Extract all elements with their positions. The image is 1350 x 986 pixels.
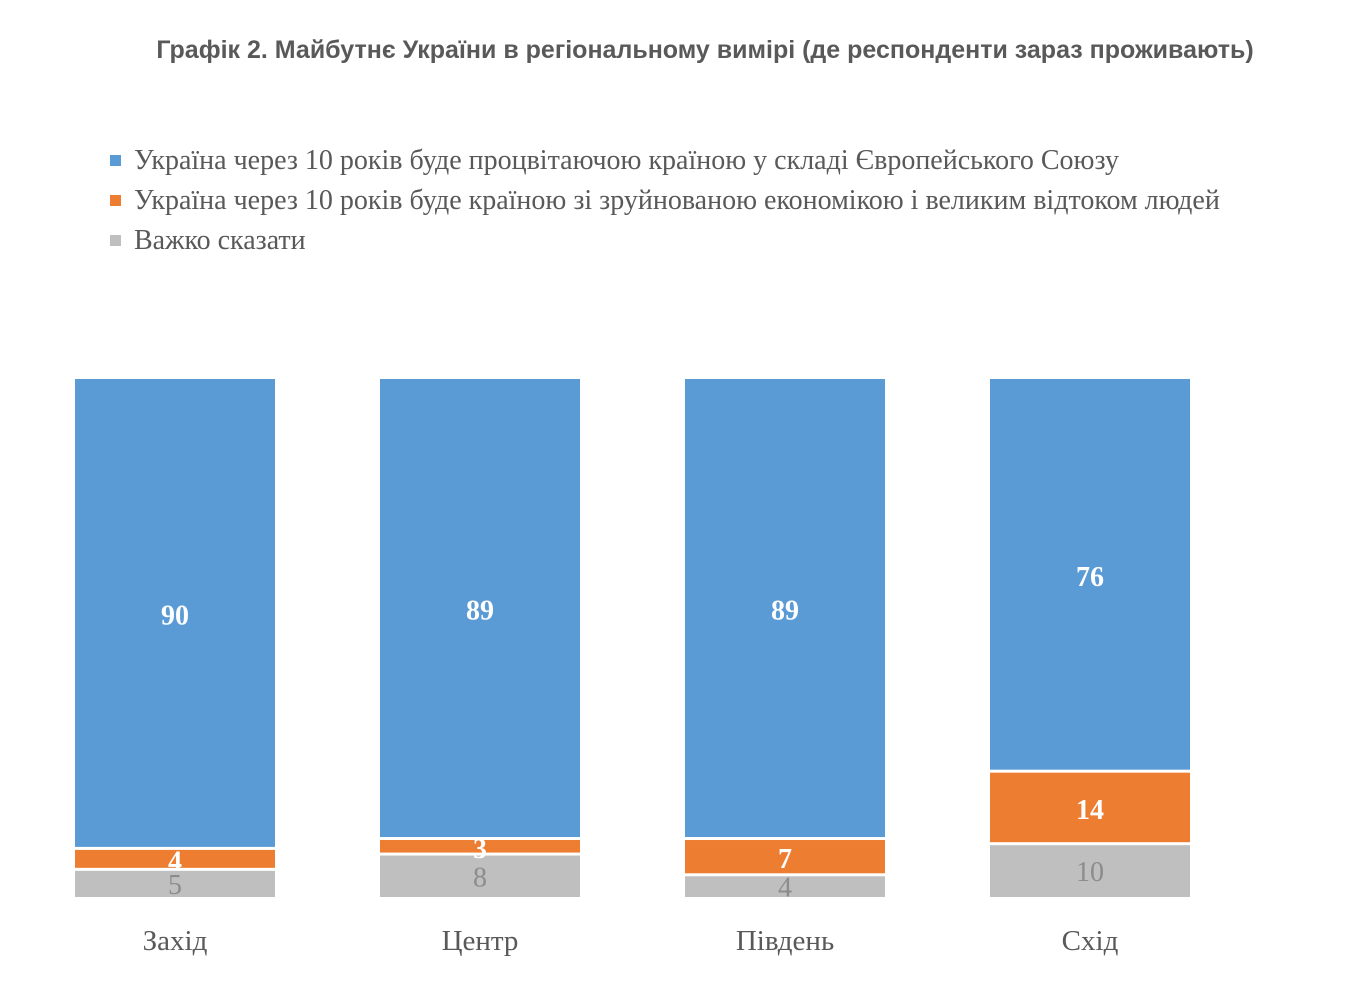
category-label-0: Захід xyxy=(143,925,208,957)
data-label-hard-to-say-1: 8 xyxy=(473,862,487,893)
legend: Україна через 10 років буде процвітаючою… xyxy=(110,142,1220,262)
category-label-1: Центр xyxy=(442,925,519,957)
bar-ruined-2 xyxy=(685,840,885,874)
legend-label-eu: Україна через 10 років буде процвітаючою… xyxy=(134,145,1119,176)
category-label-2: Південь xyxy=(736,925,834,957)
data-label-hard-to-say-0: 5 xyxy=(168,870,182,901)
data-label-eu-3: 76 xyxy=(1076,562,1104,593)
bar-hard-to-say-2 xyxy=(685,876,885,897)
legend-swatch-eu xyxy=(110,155,121,166)
bar-eu-0 xyxy=(75,379,275,847)
bar-hard-to-say-1 xyxy=(380,855,580,897)
bar-hard-to-say-0 xyxy=(75,870,275,897)
legend-label-hard-to-say: Важко сказати xyxy=(134,225,306,256)
legend-item-eu: Україна через 10 років буде процвітаючою… xyxy=(110,142,1220,180)
legend-swatch-ruined xyxy=(110,195,121,206)
data-label-eu-2: 89 xyxy=(771,596,799,627)
data-label-ruined-0: 4 xyxy=(168,846,182,877)
legend-label-ruined: Україна через 10 років буде країною зі з… xyxy=(134,185,1220,216)
chart-title: Графік 2. Майбутнє України в регіонально… xyxy=(156,36,1254,64)
legend-swatch-hard-to-say xyxy=(110,235,121,246)
bar-eu-3 xyxy=(990,379,1190,770)
data-label-eu-0: 90 xyxy=(161,600,189,631)
bar-hard-to-say-3 xyxy=(990,845,1190,897)
data-label-hard-to-say-3: 10 xyxy=(1076,857,1104,888)
bar-eu-2 xyxy=(685,379,885,838)
data-label-ruined-2: 7 xyxy=(778,844,792,875)
data-label-eu-1: 89 xyxy=(466,596,494,627)
legend-item-ruined: Україна через 10 років буде країною зі з… xyxy=(110,182,1220,220)
category-label-3: Схід xyxy=(1062,925,1119,957)
bar-ruined-1 xyxy=(380,840,580,853)
data-label-ruined-3: 14 xyxy=(1076,795,1104,826)
bar-ruined-0 xyxy=(75,849,275,868)
data-label-hard-to-say-2: 4 xyxy=(778,873,792,904)
bar-eu-1 xyxy=(380,379,580,838)
data-label-ruined-1: 3 xyxy=(473,834,487,865)
legend-item-hard-to-say: Важко сказати xyxy=(110,222,1220,260)
bar-ruined-3 xyxy=(990,772,1190,843)
